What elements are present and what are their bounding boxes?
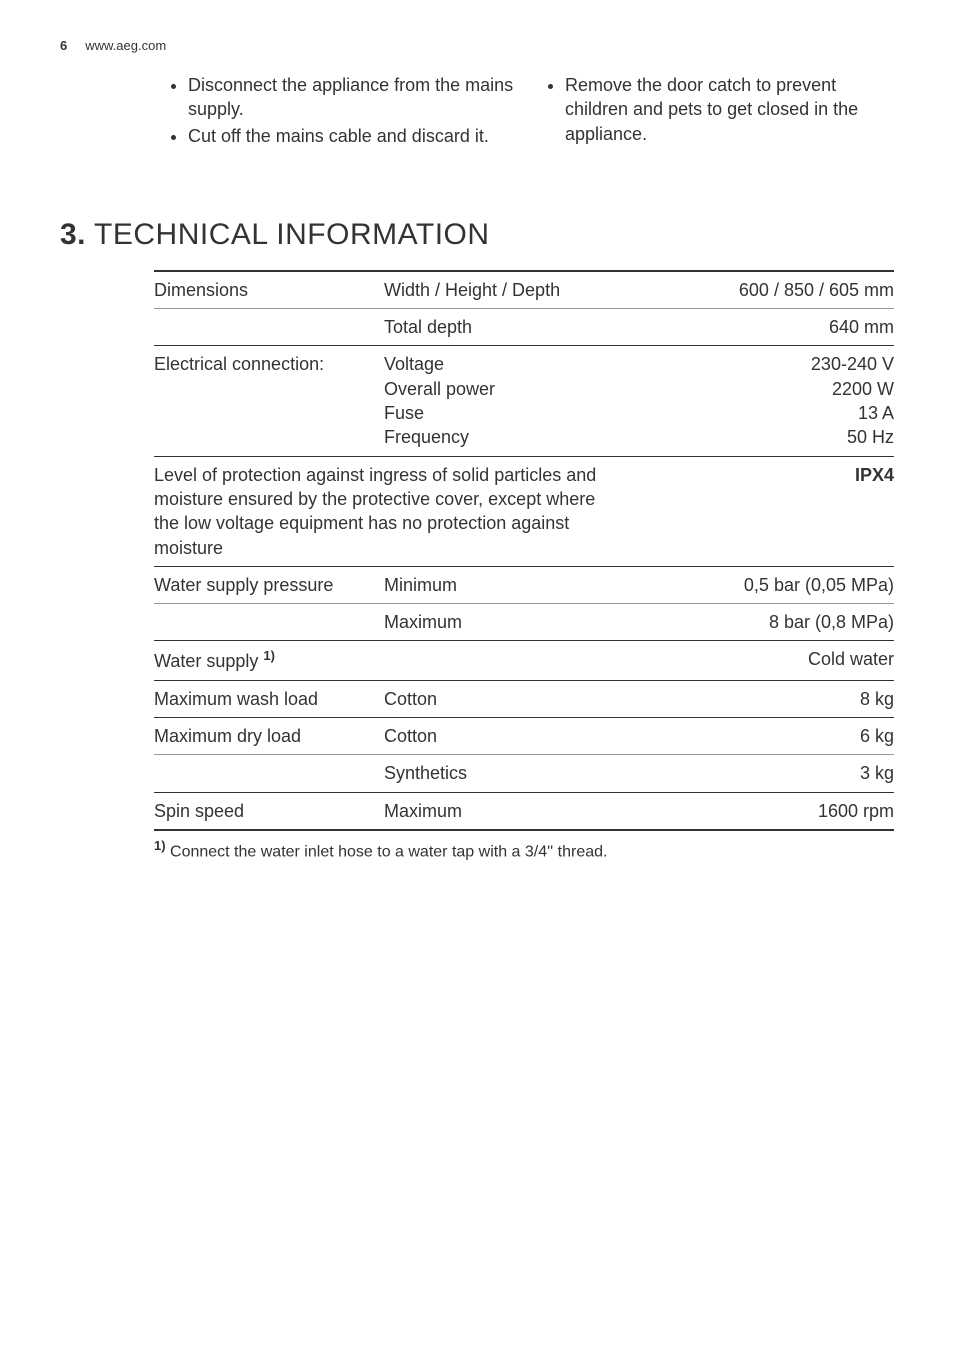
- table-row: Electrical connection: Voltage Overall p…: [154, 345, 894, 455]
- table-row: Maximum dry load Cotton 6 kg: [154, 717, 894, 754]
- spec-value: 6 kg: [860, 724, 894, 748]
- spec-value: IPX4: [614, 463, 894, 560]
- spec-param: Maximum: [384, 610, 769, 634]
- spec-value: Cold water: [808, 647, 894, 673]
- spec-value: 600 / 850 / 605 mm: [739, 278, 894, 302]
- water-supply-text: Water supply: [154, 651, 263, 671]
- left-column: Disconnect the appliance from the mains …: [170, 73, 517, 150]
- spec-label: [154, 761, 384, 785]
- spec-value: 640 mm: [829, 315, 894, 339]
- spec-value: 0,5 bar (0,05 MPa): [744, 573, 894, 597]
- spec-label: Electrical connection:: [154, 352, 384, 449]
- section-title: TECHNICAL INFORMATION: [94, 218, 490, 252]
- spec-label: [154, 610, 384, 634]
- footnote-marker: 1): [154, 838, 166, 853]
- spec-value: 8 bar (0,8 MPa): [769, 610, 894, 634]
- spec-param: Minimum: [384, 573, 744, 597]
- spec-param: Synthetics: [384, 761, 860, 785]
- table-row: Water supply pressure Minimum 0,5 bar (0…: [154, 566, 894, 603]
- spec-param: Maximum: [384, 799, 818, 823]
- right-column: Remove the door catch to prevent childre…: [547, 73, 894, 150]
- section-number: 3.: [60, 218, 86, 252]
- list-item: Disconnect the appliance from the mains …: [188, 73, 517, 122]
- page-number: 6: [60, 38, 67, 53]
- spec-label: [154, 315, 384, 339]
- spec-table: Dimensions Width / Height / Depth 600 / …: [154, 270, 894, 863]
- spec-param: Cotton: [384, 724, 860, 748]
- footnote-text: Connect the water inlet hose to a water …: [166, 843, 608, 860]
- spec-label: Spin speed: [154, 799, 384, 823]
- spec-param: [384, 647, 808, 673]
- footnote: 1) Connect the water inlet hose to a wat…: [154, 831, 894, 863]
- spec-param: Cotton: [384, 687, 860, 711]
- spec-label: Water supply pressure: [154, 573, 384, 597]
- spec-value: 8 kg: [860, 687, 894, 711]
- spec-param: Width / Height / Depth: [384, 278, 739, 302]
- table-row: Dimensions Width / Height / Depth 600 / …: [154, 270, 894, 308]
- table-row: Maximum 8 bar (0,8 MPa): [154, 603, 894, 640]
- spec-label: Maximum dry load: [154, 724, 384, 748]
- spec-label: Water supply 1): [154, 647, 384, 673]
- spec-value: 1600 rpm: [818, 799, 894, 823]
- list-item: Remove the door catch to prevent childre…: [565, 73, 894, 146]
- bullet-columns: Disconnect the appliance from the mains …: [170, 73, 894, 150]
- table-row: Spin speed Maximum 1600 rpm: [154, 792, 894, 831]
- spec-label: Maximum wash load: [154, 687, 384, 711]
- table-row: Water supply 1) Cold water: [154, 640, 894, 679]
- page-header: 6 www.aeg.com: [60, 38, 894, 53]
- table-row: Synthetics 3 kg: [154, 754, 894, 791]
- left-bullets: Disconnect the appliance from the mains …: [170, 73, 517, 148]
- spec-label: Dimensions: [154, 278, 384, 302]
- spec-value: 230-240 V 2200 W 13 A 50 Hz: [811, 352, 894, 449]
- header-url: www.aeg.com: [85, 38, 166, 53]
- spec-label: Level of protection against ingress of s…: [154, 463, 614, 560]
- table-row: Level of protection against ingress of s…: [154, 456, 894, 566]
- right-bullets: Remove the door catch to prevent childre…: [547, 73, 894, 146]
- footnote-ref: 1): [263, 648, 275, 663]
- spec-value: 3 kg: [860, 761, 894, 785]
- list-item: Cut off the mains cable and discard it.: [188, 124, 517, 148]
- spec-param: Voltage Overall power Fuse Frequency: [384, 352, 811, 449]
- table-row: Maximum wash load Cotton 8 kg: [154, 680, 894, 717]
- section-heading: 3. TECHNICAL INFORMATION: [60, 218, 894, 252]
- spec-param: Total depth: [384, 315, 829, 339]
- table-row: Total depth 640 mm: [154, 308, 894, 345]
